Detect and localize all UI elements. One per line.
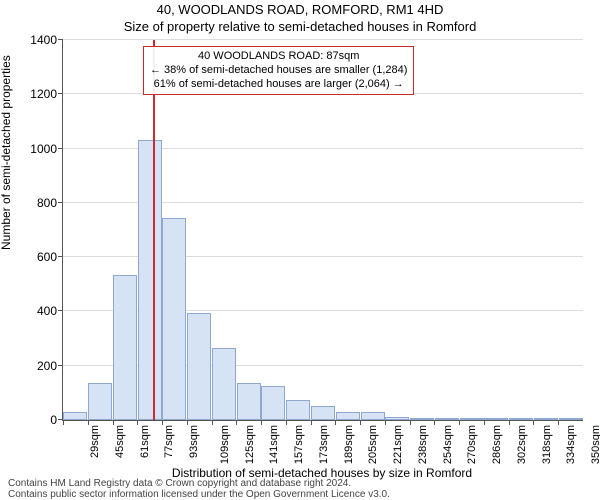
- xtick-label: 189sqm: [341, 425, 355, 464]
- xtick-mark: [360, 420, 361, 425]
- histogram-bar: [212, 348, 236, 420]
- y-axis-label: Number of semi-detached properties: [0, 55, 13, 250]
- histogram-bar: [162, 218, 186, 420]
- histogram-bar: [435, 418, 459, 420]
- xtick-label: 205sqm: [366, 425, 380, 464]
- histogram-bar: [286, 400, 310, 420]
- callout-line2: ← 38% of semi-detached houses are smalle…: [150, 64, 407, 78]
- xtick-label: 61sqm: [137, 425, 151, 458]
- xtick-mark: [212, 420, 213, 425]
- histogram-bar: [336, 412, 360, 420]
- histogram-bar: [311, 406, 335, 420]
- xtick-mark: [385, 420, 386, 425]
- ytick-label: 1200: [30, 87, 63, 101]
- xtick-label: 254sqm: [440, 425, 454, 464]
- plot-area: 020040060080010001200140029sqm45sqm61sqm…: [62, 40, 583, 421]
- histogram-bar: [361, 412, 385, 420]
- ytick-label: 400: [37, 304, 63, 318]
- xtick-label: 318sqm: [539, 425, 553, 464]
- xtick-mark: [533, 420, 534, 425]
- xtick-label: 270sqm: [465, 425, 479, 464]
- xtick-label: 221sqm: [390, 425, 404, 464]
- histogram-bar: [460, 418, 484, 420]
- xtick-label: 286sqm: [489, 425, 503, 464]
- xtick-mark: [484, 420, 485, 425]
- xtick-mark: [434, 420, 435, 425]
- footer-attribution: Contains HM Land Registry data © Crown c…: [8, 478, 390, 500]
- histogram-bar: [138, 140, 162, 420]
- histogram-bar: [385, 417, 409, 420]
- xtick-label: 157sqm: [291, 425, 305, 464]
- xtick-label: 350sqm: [588, 425, 600, 464]
- histogram-bar: [534, 418, 558, 420]
- xtick-label: 45sqm: [112, 425, 126, 458]
- xtick-label: 238sqm: [415, 425, 429, 464]
- xtick-mark: [113, 420, 114, 425]
- xtick-mark: [63, 420, 64, 425]
- xtick-label: 29sqm: [87, 425, 101, 458]
- footer-line2: Contains public sector information licen…: [8, 489, 390, 500]
- histogram-bar: [484, 418, 508, 420]
- reference-line: [153, 40, 155, 420]
- xtick-label: 109sqm: [217, 425, 231, 464]
- histogram-bar: [113, 275, 137, 420]
- xtick-mark: [558, 420, 559, 425]
- xtick-mark: [335, 420, 336, 425]
- footer-line1: Contains HM Land Registry data © Crown c…: [8, 478, 390, 489]
- histogram-bar: [237, 383, 261, 420]
- xtick-mark: [459, 420, 460, 425]
- ytick-label: 1400: [30, 33, 63, 47]
- histogram-bar: [187, 313, 211, 420]
- callout-line3: 61% of semi-detached houses are larger (…: [150, 78, 407, 92]
- xtick-mark: [261, 420, 262, 425]
- xtick-label: 93sqm: [186, 425, 200, 458]
- ytick-label: 600: [37, 250, 63, 264]
- xtick-mark: [187, 420, 188, 425]
- xtick-label: 173sqm: [316, 425, 330, 464]
- histogram-bar: [410, 418, 434, 420]
- xtick-mark: [162, 420, 163, 425]
- callout-box: 40 WOODLANDS ROAD: 87sqm← 38% of semi-de…: [143, 46, 414, 95]
- xtick-mark: [137, 420, 138, 425]
- ytick-label: 1000: [30, 142, 63, 156]
- histogram-bar: [509, 418, 533, 420]
- grid-line: [63, 39, 583, 40]
- xtick-mark: [311, 420, 312, 425]
- xtick-label: 125sqm: [242, 425, 256, 464]
- ytick-label: 0: [50, 413, 63, 427]
- chart-title-desc: Size of property relative to semi-detach…: [0, 19, 600, 34]
- xtick-mark: [286, 420, 287, 425]
- chart-title-address: 40, WOODLANDS ROAD, ROMFORD, RM1 4HD: [0, 2, 600, 17]
- xtick-mark: [88, 420, 89, 425]
- histogram-bar: [559, 418, 583, 420]
- histogram-bar: [63, 412, 87, 420]
- ytick-label: 800: [37, 196, 63, 210]
- xtick-label: 141sqm: [266, 425, 280, 464]
- xtick-mark: [236, 420, 237, 425]
- histogram-bar: [261, 386, 285, 420]
- histogram-bar: [88, 383, 112, 420]
- xtick-mark: [410, 420, 411, 425]
- property-size-chart: 40, WOODLANDS ROAD, ROMFORD, RM1 4HD Siz…: [0, 0, 600, 500]
- callout-line1: 40 WOODLANDS ROAD: 87sqm: [150, 50, 407, 64]
- xtick-label: 302sqm: [514, 425, 528, 464]
- xtick-mark: [509, 420, 510, 425]
- ytick-label: 200: [37, 359, 63, 373]
- xtick-label: 77sqm: [161, 425, 175, 458]
- xtick-label: 334sqm: [564, 425, 578, 464]
